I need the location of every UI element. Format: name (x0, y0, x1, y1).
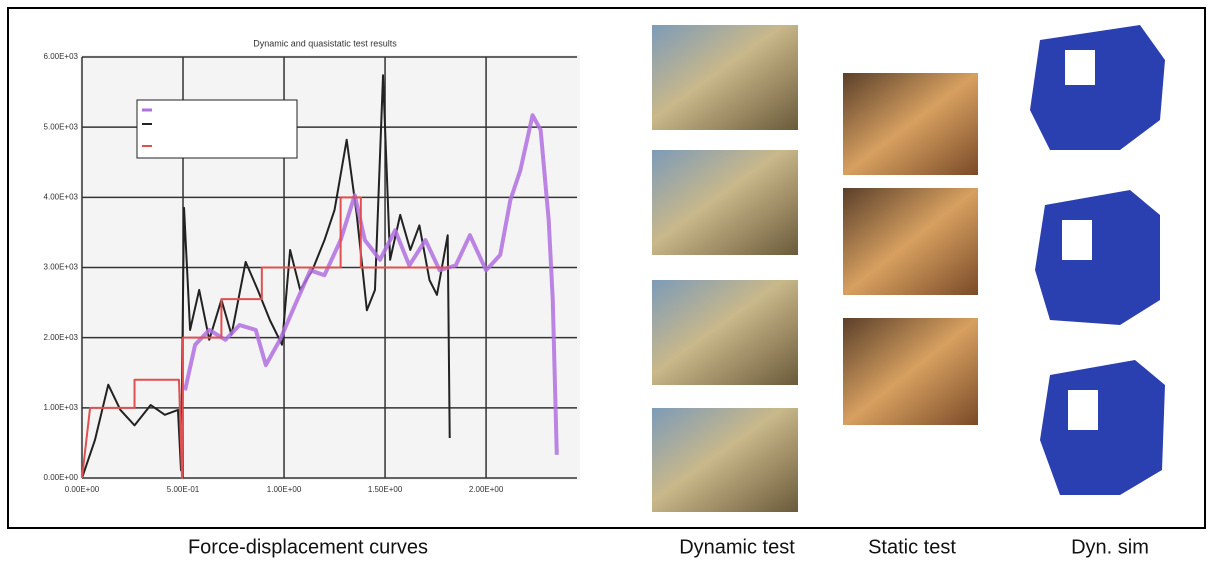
x-tick-label: 1.50E+00 (368, 485, 403, 494)
photo (652, 280, 798, 385)
page: 0.00E+00 1.00E+03 2.00E+03 3.00E+03 4.00E+03… (0, 0, 1212, 568)
y-tick-label: 6.00E+03 (44, 52, 79, 61)
y-tick-label: 5.00E+03 (44, 122, 79, 131)
caption: Dyn. sim (1071, 536, 1149, 558)
caption: Force-displacement curves (188, 536, 428, 558)
legend-box (137, 100, 297, 158)
caption: Dynamic test (679, 536, 795, 558)
static-test-photos (843, 73, 978, 425)
cab-model (1035, 190, 1160, 325)
photo (843, 318, 978, 425)
figure: 0.00E+00 1.00E+03 2.00E+03 3.00E+03 4.00E+03… (0, 0, 1212, 563)
caption: Static test (868, 536, 956, 558)
y-tick-label: 4.00E+03 (44, 192, 79, 201)
x-tick-label: 1.00E+00 (267, 485, 302, 494)
cab-model (1030, 25, 1165, 150)
y-tick-label: 2.00E+03 (44, 333, 79, 342)
cab-window (1062, 220, 1092, 260)
photo (652, 150, 798, 255)
cab-window (1065, 50, 1095, 85)
y-tick-label: 3.00E+03 (44, 263, 79, 272)
photo (843, 73, 978, 175)
x-tick-label: 5.00E-01 (167, 485, 200, 494)
chart-title: Dynamic and quasistatic test results (253, 38, 397, 48)
photo (652, 408, 798, 512)
y-tick-label: 0.00E+00 (44, 473, 79, 482)
legend (137, 100, 297, 158)
cab-model (1040, 360, 1165, 495)
x-tick-label: 0.00E+00 (65, 485, 100, 494)
y-tick-label: 1.00E+03 (44, 403, 79, 412)
photo (652, 25, 798, 130)
photo (843, 188, 978, 295)
cab-window (1068, 390, 1098, 430)
x-tick-label: 2.00E+00 (469, 485, 504, 494)
simulation-images (1030, 25, 1165, 495)
